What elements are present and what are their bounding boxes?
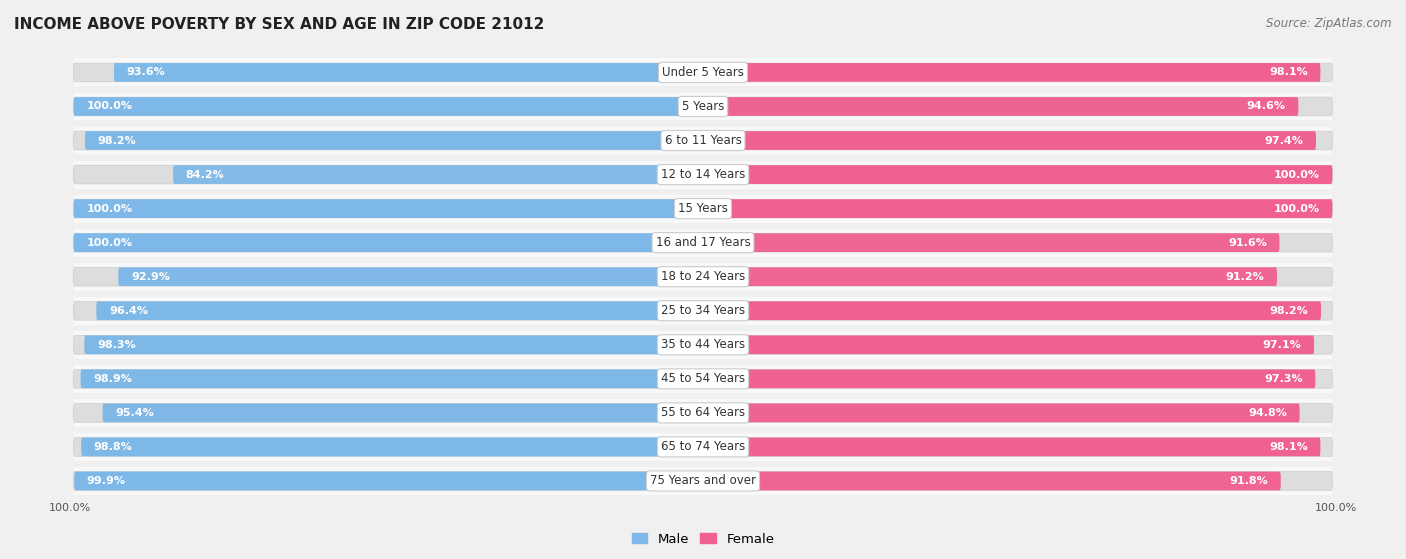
Text: 45 to 54 Years: 45 to 54 Years [661,372,745,385]
FancyBboxPatch shape [73,399,1333,427]
FancyBboxPatch shape [73,199,1333,218]
FancyBboxPatch shape [73,126,1333,154]
Text: 98.2%: 98.2% [97,135,136,145]
FancyBboxPatch shape [703,199,1333,218]
Text: 65 to 74 Years: 65 to 74 Years [661,440,745,453]
FancyBboxPatch shape [73,331,1333,359]
FancyBboxPatch shape [80,369,703,388]
FancyBboxPatch shape [73,233,1333,252]
Text: 100.0%: 100.0% [1274,169,1320,179]
Text: 98.9%: 98.9% [93,374,132,384]
Text: INCOME ABOVE POVERTY BY SEX AND AGE IN ZIP CODE 21012: INCOME ABOVE POVERTY BY SEX AND AGE IN Z… [14,17,544,32]
Text: 100.0%: 100.0% [86,238,132,248]
Text: 95.4%: 95.4% [115,408,153,418]
FancyBboxPatch shape [73,160,1333,188]
Text: 98.1%: 98.1% [1270,442,1308,452]
FancyBboxPatch shape [73,301,1333,320]
FancyBboxPatch shape [73,369,1333,388]
FancyBboxPatch shape [173,165,703,184]
Text: 98.8%: 98.8% [94,442,132,452]
Text: 98.1%: 98.1% [1270,68,1308,78]
Text: 6 to 11 Years: 6 to 11 Years [665,134,741,147]
FancyBboxPatch shape [73,335,1333,354]
Text: 100.0%: 100.0% [86,102,132,111]
FancyBboxPatch shape [703,165,1333,184]
Text: 55 to 64 Years: 55 to 64 Years [661,406,745,419]
Text: 91.2%: 91.2% [1226,272,1264,282]
FancyBboxPatch shape [73,472,1333,490]
Text: 98.2%: 98.2% [1270,306,1309,316]
Text: 100.0%: 100.0% [1315,503,1358,513]
FancyBboxPatch shape [75,472,703,490]
Text: 93.6%: 93.6% [127,68,166,78]
Text: 18 to 24 Years: 18 to 24 Years [661,270,745,283]
FancyBboxPatch shape [114,63,703,82]
Text: 91.8%: 91.8% [1229,476,1268,486]
FancyBboxPatch shape [73,438,1333,456]
FancyBboxPatch shape [73,195,1333,222]
Text: 16 and 17 Years: 16 and 17 Years [655,236,751,249]
Text: Source: ZipAtlas.com: Source: ZipAtlas.com [1267,17,1392,30]
FancyBboxPatch shape [82,438,703,456]
FancyBboxPatch shape [73,404,1333,422]
FancyBboxPatch shape [73,229,1333,257]
FancyBboxPatch shape [703,335,1315,354]
Text: 35 to 44 Years: 35 to 44 Years [661,338,745,351]
Text: 94.8%: 94.8% [1249,408,1286,418]
FancyBboxPatch shape [73,433,1333,461]
Text: 97.3%: 97.3% [1264,374,1303,384]
Text: 84.2%: 84.2% [186,169,225,179]
FancyBboxPatch shape [73,199,703,218]
FancyBboxPatch shape [118,267,703,286]
Text: 100.0%: 100.0% [48,503,91,513]
FancyBboxPatch shape [103,404,703,422]
Text: Under 5 Years: Under 5 Years [662,66,744,79]
FancyBboxPatch shape [703,233,1279,252]
FancyBboxPatch shape [73,365,1333,393]
FancyBboxPatch shape [703,301,1322,320]
FancyBboxPatch shape [703,472,1281,490]
FancyBboxPatch shape [73,93,1333,120]
FancyBboxPatch shape [703,267,1277,286]
FancyBboxPatch shape [96,301,703,320]
FancyBboxPatch shape [703,438,1320,456]
FancyBboxPatch shape [703,131,1316,150]
FancyBboxPatch shape [73,131,1333,150]
Text: 5 Years: 5 Years [682,100,724,113]
FancyBboxPatch shape [703,404,1299,422]
FancyBboxPatch shape [84,335,703,354]
FancyBboxPatch shape [703,63,1320,82]
FancyBboxPatch shape [73,97,1333,116]
FancyBboxPatch shape [73,59,1333,87]
Text: 97.4%: 97.4% [1264,135,1303,145]
FancyBboxPatch shape [73,297,1333,325]
Text: 100.0%: 100.0% [1274,203,1320,214]
FancyBboxPatch shape [73,63,1333,82]
Text: 100.0%: 100.0% [86,203,132,214]
FancyBboxPatch shape [703,97,1298,116]
FancyBboxPatch shape [84,131,703,150]
Text: 92.9%: 92.9% [131,272,170,282]
Text: 91.6%: 91.6% [1227,238,1267,248]
FancyBboxPatch shape [73,267,1333,286]
Text: 96.4%: 96.4% [108,306,148,316]
Text: 99.9%: 99.9% [87,476,127,486]
Text: 75 Years and over: 75 Years and over [650,475,756,487]
FancyBboxPatch shape [73,263,1333,291]
Text: 15 Years: 15 Years [678,202,728,215]
Text: 97.1%: 97.1% [1263,340,1302,350]
FancyBboxPatch shape [73,97,703,116]
Text: 25 to 34 Years: 25 to 34 Years [661,304,745,318]
FancyBboxPatch shape [73,233,703,252]
Text: 12 to 14 Years: 12 to 14 Years [661,168,745,181]
Text: 98.3%: 98.3% [97,340,135,350]
Text: 94.6%: 94.6% [1247,102,1285,111]
FancyBboxPatch shape [703,369,1316,388]
Legend: Male, Female: Male, Female [626,527,780,551]
FancyBboxPatch shape [73,467,1333,495]
FancyBboxPatch shape [73,165,1333,184]
